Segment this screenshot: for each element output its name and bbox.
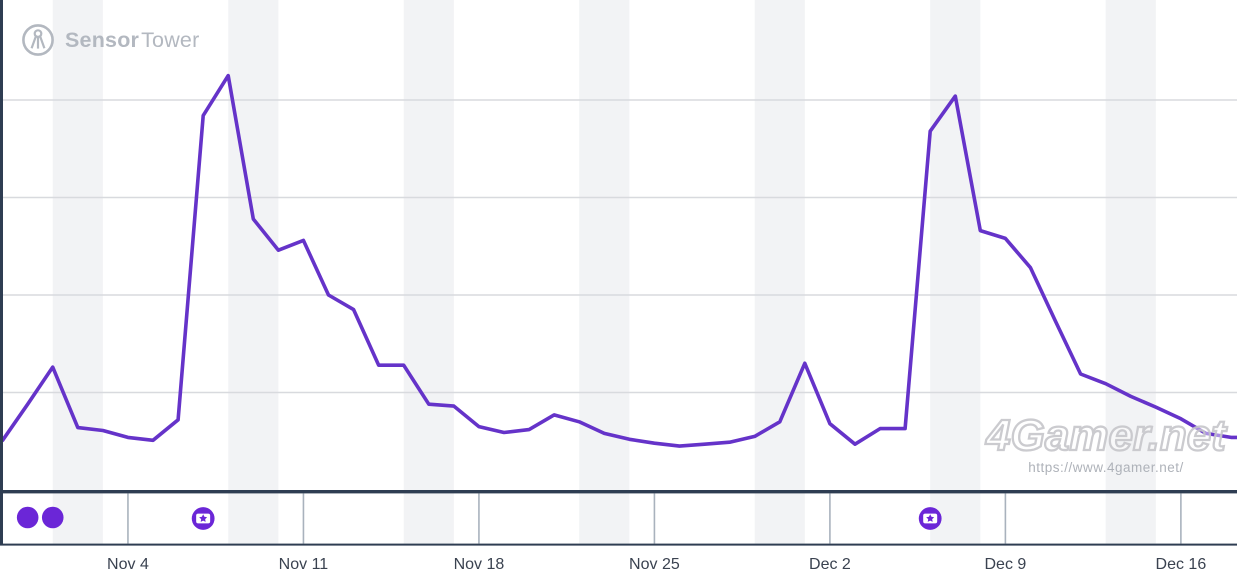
star-icon xyxy=(199,514,208,522)
weekend-band xyxy=(52,0,103,544)
x-axis-label: Dec 9 xyxy=(984,556,1027,573)
metric-line xyxy=(0,73,1237,448)
star-icon xyxy=(926,514,935,522)
weekend-band xyxy=(228,0,279,544)
event-dot-marker[interactable] xyxy=(16,506,39,529)
sensor-tower-wordmark: SensorTower xyxy=(65,28,199,53)
featured-event-marker[interactable] xyxy=(191,507,215,530)
x-axis-label: Dec 16 xyxy=(1155,556,1207,573)
weekend-band xyxy=(754,0,805,544)
weekend-band xyxy=(403,0,454,544)
x-axis-label: Dec 2 xyxy=(809,556,851,573)
event-dot-marker[interactable] xyxy=(41,506,64,529)
event-strip-border xyxy=(0,543,1237,546)
y-axis-line xyxy=(0,0,3,546)
weekend-band xyxy=(1105,0,1156,544)
logo-word-tower: Tower xyxy=(141,27,200,52)
sensor-tower-logo: SensorTower xyxy=(18,20,199,60)
x-axis-label: Nov 18 xyxy=(453,556,505,573)
weekend-band xyxy=(930,0,981,544)
x-axis-line xyxy=(0,490,1237,494)
weekend-band xyxy=(579,0,630,544)
sensor-tower-icon xyxy=(22,24,54,56)
featured-event-marker[interactable] xyxy=(918,507,942,530)
x-axis-label: Nov 11 xyxy=(278,556,329,573)
logo-word-sensor: Sensor xyxy=(65,27,140,52)
x-axis-label: Nov 25 xyxy=(629,556,680,573)
x-axis-label: Nov 4 xyxy=(107,556,149,573)
